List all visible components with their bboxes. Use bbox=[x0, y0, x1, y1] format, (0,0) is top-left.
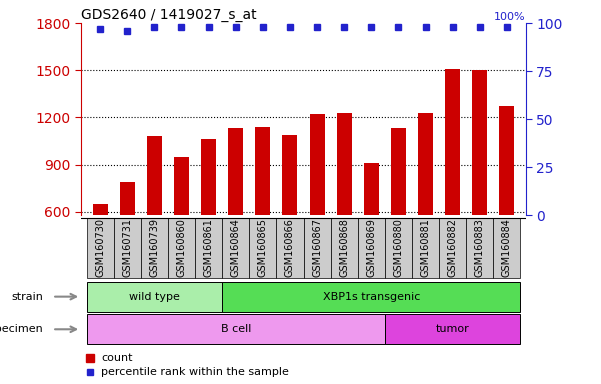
Bar bbox=[418, 113, 433, 306]
Text: wild type: wild type bbox=[129, 291, 180, 302]
Text: GSM160884: GSM160884 bbox=[502, 218, 512, 277]
Text: tumor: tumor bbox=[436, 324, 469, 334]
Bar bbox=[472, 70, 487, 306]
Text: GSM160865: GSM160865 bbox=[258, 218, 268, 277]
Text: GSM160868: GSM160868 bbox=[339, 218, 349, 277]
FancyBboxPatch shape bbox=[87, 218, 114, 278]
Bar bbox=[93, 204, 108, 306]
Bar bbox=[282, 135, 297, 306]
Text: specimen: specimen bbox=[0, 324, 43, 334]
Text: percentile rank within the sample: percentile rank within the sample bbox=[101, 367, 289, 377]
Text: GSM160882: GSM160882 bbox=[448, 218, 457, 277]
Text: GSM160880: GSM160880 bbox=[394, 218, 403, 277]
Bar bbox=[364, 163, 379, 306]
Text: GSM160861: GSM160861 bbox=[204, 218, 213, 277]
FancyBboxPatch shape bbox=[385, 314, 520, 344]
Bar bbox=[228, 129, 243, 306]
FancyBboxPatch shape bbox=[87, 314, 385, 344]
Text: GSM160731: GSM160731 bbox=[122, 218, 132, 277]
FancyBboxPatch shape bbox=[141, 218, 168, 278]
Text: GSM160866: GSM160866 bbox=[285, 218, 295, 277]
Bar bbox=[445, 69, 460, 306]
FancyBboxPatch shape bbox=[87, 281, 222, 312]
Bar bbox=[391, 129, 406, 306]
Text: GDS2640 / 1419027_s_at: GDS2640 / 1419027_s_at bbox=[81, 8, 257, 22]
Bar bbox=[201, 139, 216, 306]
FancyBboxPatch shape bbox=[304, 218, 331, 278]
Bar bbox=[120, 182, 135, 306]
FancyBboxPatch shape bbox=[466, 218, 493, 278]
FancyBboxPatch shape bbox=[276, 218, 304, 278]
Bar bbox=[337, 113, 352, 306]
Text: strain: strain bbox=[11, 291, 43, 302]
FancyBboxPatch shape bbox=[439, 218, 466, 278]
FancyBboxPatch shape bbox=[249, 218, 276, 278]
Text: GSM160864: GSM160864 bbox=[231, 218, 241, 277]
FancyBboxPatch shape bbox=[222, 281, 520, 312]
FancyBboxPatch shape bbox=[331, 218, 358, 278]
Text: GSM160739: GSM160739 bbox=[150, 218, 159, 277]
Text: B cell: B cell bbox=[221, 324, 251, 334]
Text: XBP1s transgenic: XBP1s transgenic bbox=[323, 291, 420, 302]
FancyBboxPatch shape bbox=[358, 218, 385, 278]
Text: GSM160860: GSM160860 bbox=[177, 218, 186, 277]
FancyBboxPatch shape bbox=[168, 218, 195, 278]
Bar bbox=[147, 136, 162, 306]
Bar bbox=[174, 157, 189, 306]
FancyBboxPatch shape bbox=[385, 218, 412, 278]
Bar bbox=[310, 114, 325, 306]
Text: GSM160867: GSM160867 bbox=[312, 218, 322, 277]
Bar bbox=[255, 127, 270, 306]
FancyBboxPatch shape bbox=[493, 218, 520, 278]
Text: 100%: 100% bbox=[494, 12, 526, 22]
FancyBboxPatch shape bbox=[412, 218, 439, 278]
Text: GSM160869: GSM160869 bbox=[366, 218, 376, 277]
Text: GSM160883: GSM160883 bbox=[475, 218, 485, 277]
Bar bbox=[499, 106, 514, 306]
FancyBboxPatch shape bbox=[195, 218, 222, 278]
FancyBboxPatch shape bbox=[222, 218, 249, 278]
Text: GSM160730: GSM160730 bbox=[95, 218, 105, 277]
Text: GSM160881: GSM160881 bbox=[421, 218, 430, 277]
Text: count: count bbox=[101, 353, 133, 363]
FancyBboxPatch shape bbox=[114, 218, 141, 278]
